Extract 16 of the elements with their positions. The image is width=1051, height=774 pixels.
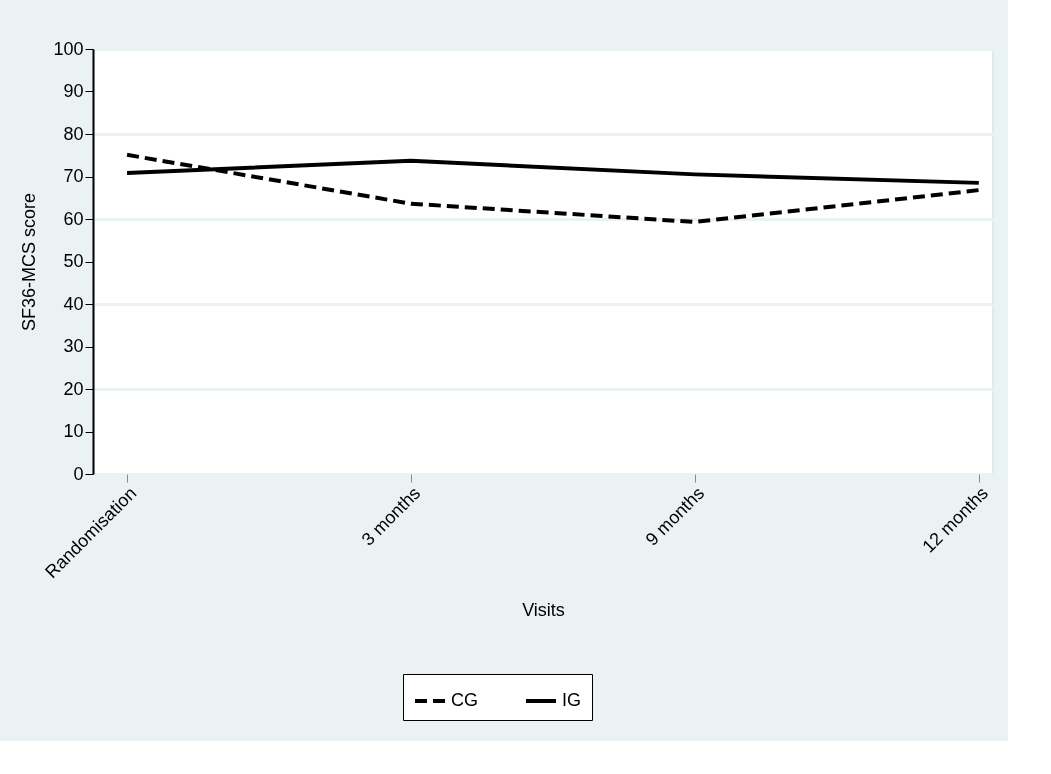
x-axis-title: Visits xyxy=(522,600,565,621)
y-tick-label: 10 xyxy=(63,421,84,441)
y-tick-label: 90 xyxy=(63,81,84,101)
y-tick-label: 70 xyxy=(63,166,84,186)
y-tick-label: 30 xyxy=(63,336,84,356)
y-tick-label: 80 xyxy=(63,123,84,144)
y-tick-label: 60 xyxy=(63,208,84,229)
legend-label: IG xyxy=(562,690,582,710)
y-tick-label: 50 xyxy=(63,251,84,271)
y-tick-label: 0 xyxy=(73,463,84,484)
y-tick-label: 40 xyxy=(63,293,84,314)
y-axis-title: SF36-MCS score xyxy=(19,192,40,332)
legend-label: CG xyxy=(451,690,478,710)
y-tick-label: 20 xyxy=(63,378,84,399)
line-series xyxy=(125,152,981,224)
y-tick-label: 100 xyxy=(53,38,84,59)
